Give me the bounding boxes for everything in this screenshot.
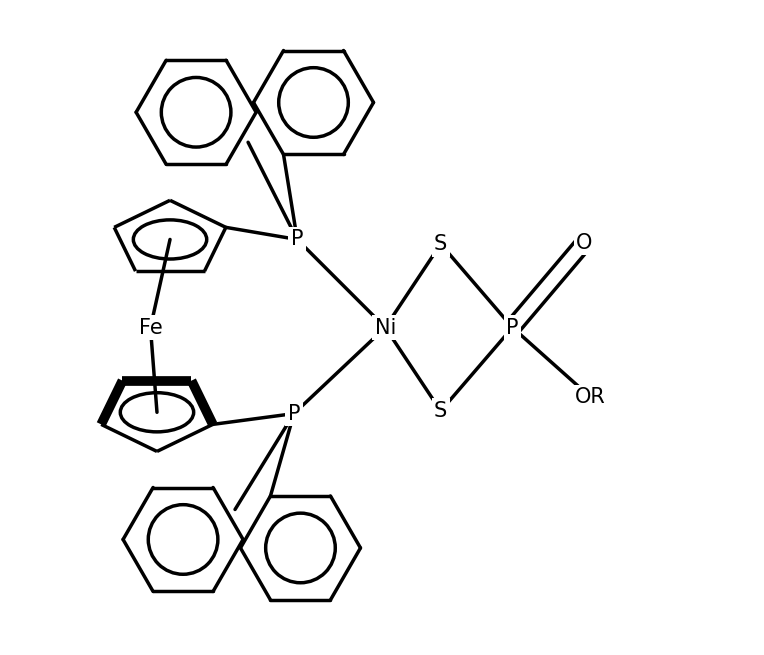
Text: Fe: Fe bbox=[138, 318, 162, 337]
Text: P: P bbox=[291, 229, 303, 250]
Text: P: P bbox=[507, 318, 519, 337]
Text: S: S bbox=[434, 234, 448, 254]
Text: OR: OR bbox=[575, 387, 606, 407]
Text: O: O bbox=[576, 233, 592, 253]
Text: P: P bbox=[288, 403, 300, 424]
Text: Ni: Ni bbox=[374, 318, 396, 337]
Text: S: S bbox=[434, 401, 448, 421]
